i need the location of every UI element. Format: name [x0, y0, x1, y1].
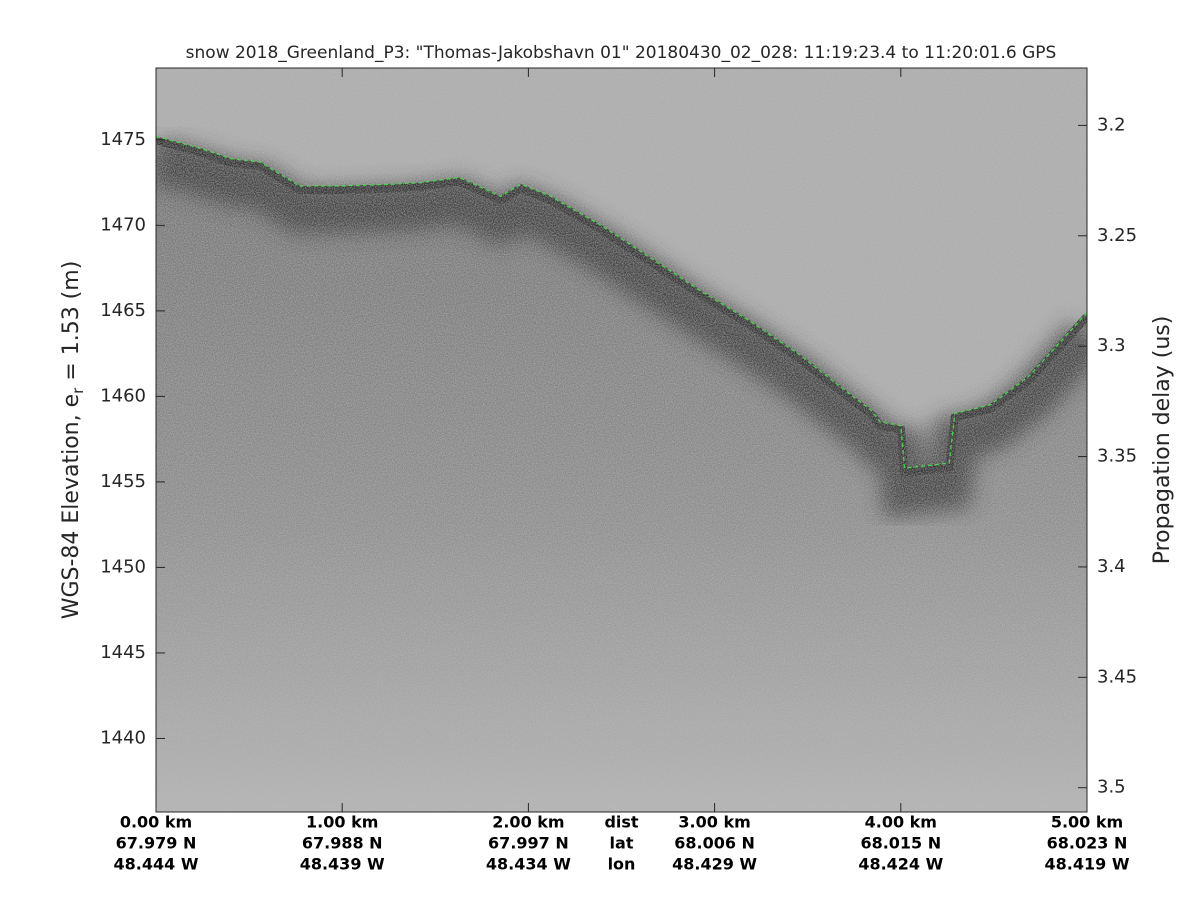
x-tick-label: 1.00 km [306, 813, 378, 832]
lon-label: 48.434 W [486, 855, 571, 874]
x-tick-label: 2.00 km [492, 813, 564, 832]
lon-label: 48.444 W [114, 855, 199, 874]
y-axis-label: WGS-84 Elevation, er = 1.53 (m) [59, 261, 87, 620]
y2-tick-label: 3.5 [1097, 777, 1126, 798]
lon-label: 48.419 W [1045, 855, 1130, 874]
row-label: dist [604, 813, 638, 832]
lat-label: 67.979 N [116, 834, 197, 853]
plot-frame [155, 67, 1088, 813]
y-label-rest: = 1.53 (m) [59, 261, 84, 388]
lat-label: 67.997 N [488, 834, 569, 853]
y2-tick-label: 3.4 [1097, 556, 1126, 577]
y2-tick-label: 3.25 [1097, 225, 1137, 246]
y-tick-label: 1460 [100, 385, 146, 406]
y-label-subscript: r [69, 387, 87, 394]
row-label: lon [608, 855, 636, 874]
lat-label: 68.006 N [674, 834, 755, 853]
lon-label: 48.424 W [858, 855, 943, 874]
x-tick-label: 3.00 km [678, 813, 750, 832]
lat-label: 67.988 N [302, 834, 383, 853]
y-tick-label: 1465 [100, 300, 146, 321]
y-tick-label: 1445 [100, 642, 146, 663]
y2-tick-label: 3.2 [1097, 114, 1126, 135]
noise [156, 68, 1087, 812]
x-tick-label: 0.00 km [120, 813, 192, 832]
y-tick-label: 1440 [100, 727, 146, 748]
x-tick-label: 4.00 km [865, 813, 937, 832]
lat-label: 68.015 N [860, 834, 941, 853]
row-label: lat [610, 834, 634, 853]
lon-label: 48.429 W [672, 855, 757, 874]
y-tick-label: 1450 [100, 556, 146, 577]
y2-axis-label: Propagation delay (us) [1150, 316, 1175, 565]
chart-title: snow 2018_Greenland_P3: "Thomas-Jakobsha… [186, 43, 1057, 63]
y-tick-label: 1475 [100, 129, 146, 150]
y2-tick-label: 3.45 [1097, 666, 1137, 687]
lat-label: 68.023 N [1047, 834, 1128, 853]
y-tick-label: 1455 [100, 471, 146, 492]
y2-tick-label: 3.35 [1097, 446, 1137, 467]
lon-label: 48.439 W [300, 855, 385, 874]
x-tick-label: 5.00 km [1051, 813, 1123, 832]
y-label-main: WGS-84 Elevation, e [59, 394, 84, 619]
y2-tick-label: 3.3 [1097, 335, 1126, 356]
y-tick-label: 1470 [100, 214, 146, 235]
